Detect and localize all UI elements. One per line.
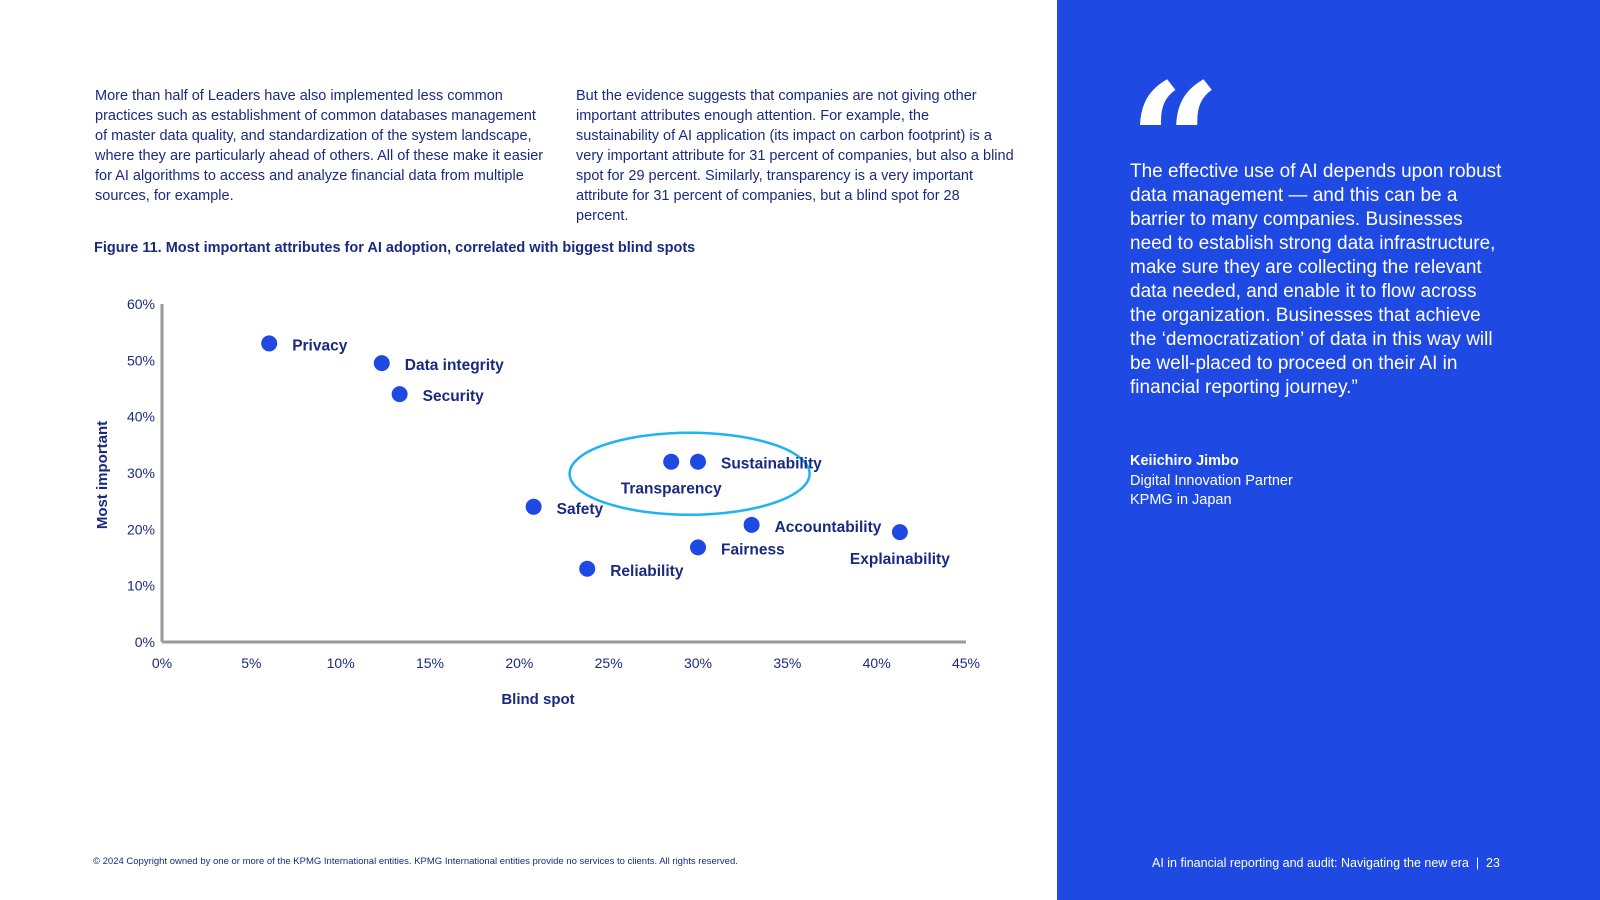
footer-divider: |	[1472, 856, 1483, 870]
data-label: Security	[423, 388, 485, 405]
data-point	[525, 498, 542, 515]
y-tick-label: 40%	[127, 409, 155, 425]
y-tick-label: 60%	[127, 296, 155, 312]
x-tick-label: 35%	[773, 655, 801, 671]
data-label: Sustainability	[721, 456, 822, 473]
y-tick-label: 30%	[127, 465, 155, 481]
scatter-chart: 0% 5% 10% 15% 20% 25% 30% 35% 40% 45% 0% 10% 20% 30% 4…	[94, 296, 980, 708]
highlight-ellipse	[568, 431, 811, 516]
body-paragraph-right: But the evidence suggests that companies…	[576, 88, 1014, 224]
page-footer: AI in financial reporting and audit: Nav…	[1152, 856, 1500, 870]
y-axis-title: Most important	[94, 421, 111, 529]
x-tick-label: 25%	[595, 655, 623, 671]
figure-title: Figure 11. Most important attributes for…	[94, 240, 696, 256]
quote-author-org: KPMG in Japan	[1130, 492, 1232, 508]
y-tick-label: 20%	[127, 521, 155, 537]
x-axis-title: Blind spot	[501, 691, 574, 708]
quote-panel: “ The effective use of AI depends upon r…	[1057, 0, 1600, 900]
quote-mark-icon: “	[1129, 48, 1222, 236]
data-point	[391, 386, 408, 403]
x-tick-label: 40%	[863, 655, 891, 671]
data-label: Safety	[557, 501, 604, 518]
data-label: Data integrity	[405, 357, 504, 374]
data-label: Accountability	[775, 519, 882, 536]
publication-title: AI in financial reporting and audit: Nav…	[1152, 856, 1469, 870]
y-tick-label: 10%	[127, 578, 155, 594]
data-label: Explainability	[850, 551, 950, 568]
data-label: Transparency	[621, 481, 722, 498]
data-label: Privacy	[292, 337, 348, 354]
copyright-notice: © 2024 Copyright owned by one or more of…	[93, 856, 738, 867]
data-label: Fairness	[721, 541, 785, 558]
data-point	[579, 560, 596, 577]
quote-author: Keiichiro Jimbo	[1130, 453, 1239, 469]
quote-author-role: Digital Innovation Partner	[1130, 472, 1293, 489]
x-tick-label: 5%	[241, 655, 261, 671]
data-point	[663, 453, 680, 470]
x-tick-label: 10%	[327, 655, 355, 671]
x-tick-label: 45%	[952, 655, 980, 671]
body-paragraph-left: More than half of Leaders have also impl…	[95, 88, 544, 204]
x-tick-label: 0%	[152, 655, 172, 671]
data-point	[690, 453, 706, 470]
x-tick-label: 15%	[416, 655, 444, 671]
y-tick-label: 50%	[127, 352, 155, 368]
data-point	[743, 516, 760, 533]
data-point	[690, 539, 706, 556]
quote-attribution: Keiichiro Jimbo Digital Innovation Partn…	[1130, 452, 1293, 511]
data-point	[261, 335, 278, 352]
data-point	[891, 524, 908, 541]
data-point	[373, 355, 390, 372]
x-tick-label: 20%	[505, 655, 533, 671]
quote-text: The effective use of AI depends upon rob…	[1130, 161, 1502, 398]
y-tick-label: 0%	[135, 634, 155, 650]
data-label: Reliability	[610, 563, 684, 580]
x-tick-label: 30%	[684, 655, 712, 671]
page-number: 23	[1486, 856, 1500, 870]
